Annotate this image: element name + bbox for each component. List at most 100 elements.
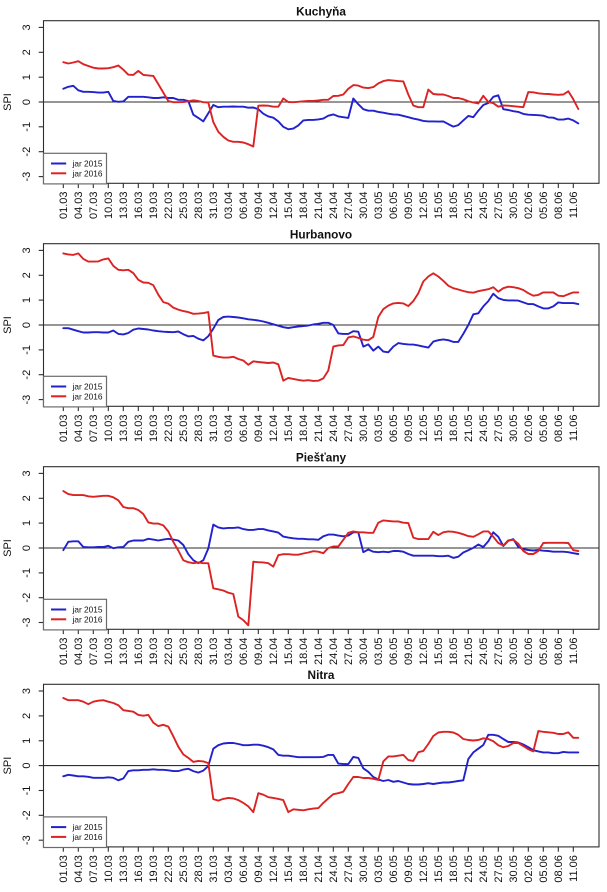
svg-text:09.04: 09.04 [253,855,265,883]
svg-text:-1: -1 [21,122,33,132]
svg-text:09.04: 09.04 [253,638,265,666]
svg-text:18.04: 18.04 [298,638,310,666]
svg-text:15.05: 15.05 [433,638,445,666]
svg-text:2: 2 [21,495,33,501]
svg-text:30.05: 30.05 [508,855,520,883]
svg-text:01.03: 01.03 [58,638,70,666]
svg-text:28.03: 28.03 [193,192,205,220]
svg-text:30.05: 30.05 [508,415,520,443]
svg-text:15.04: 15.04 [283,192,295,220]
svg-text:0: 0 [21,763,33,769]
svg-text:05.06: 05.06 [538,855,550,883]
svg-text:25.03: 25.03 [178,192,190,220]
svg-text:SPI: SPI [2,93,14,111]
svg-text:02.06: 02.06 [523,855,535,883]
svg-text:Kuchyňa: Kuchyňa [296,5,346,19]
svg-text:13.03: 13.03 [118,192,130,220]
svg-text:SPI: SPI [2,757,14,775]
svg-text:18.05: 18.05 [448,855,460,883]
svg-text:3: 3 [21,688,33,694]
svg-text:07.03: 07.03 [88,855,100,883]
svg-text:jar 2015: jar 2015 [72,382,103,392]
svg-text:16.03: 16.03 [133,638,145,666]
svg-text:15.04: 15.04 [283,638,295,666]
svg-text:27.05: 27.05 [493,415,505,443]
svg-text:15.04: 15.04 [283,415,295,443]
svg-text:15.05: 15.05 [433,192,445,220]
svg-text:25.03: 25.03 [178,855,190,883]
svg-text:02.06: 02.06 [523,638,535,666]
svg-text:01.03: 01.03 [58,855,70,883]
svg-text:2: 2 [21,713,33,719]
svg-text:-2: -2 [21,370,33,380]
svg-text:2: 2 [21,49,33,55]
svg-text:-3: -3 [21,835,33,845]
svg-text:jar 2015: jar 2015 [72,605,103,615]
svg-text:10.03: 10.03 [103,415,115,443]
svg-text:30.04: 30.04 [358,192,370,220]
svg-text:24.04: 24.04 [328,638,340,666]
svg-text:11.06: 11.06 [568,638,580,665]
svg-text:31.03: 31.03 [208,192,220,220]
svg-text:jar 2015: jar 2015 [72,159,103,169]
svg-text:08.06: 08.06 [553,638,565,666]
svg-text:19.03: 19.03 [148,415,160,443]
svg-text:19.03: 19.03 [148,855,160,883]
svg-text:3: 3 [21,24,33,30]
svg-text:jar 2015: jar 2015 [72,822,103,832]
svg-text:18.04: 18.04 [298,855,310,883]
svg-text:06.05: 06.05 [388,192,400,220]
svg-text:03.05: 03.05 [373,415,385,443]
svg-text:-1: -1 [21,345,33,355]
svg-text:05.06: 05.06 [538,192,550,220]
svg-text:03.04: 03.04 [223,415,235,443]
svg-text:07.03: 07.03 [88,192,100,220]
svg-text:12.04: 12.04 [268,638,280,666]
svg-text:25.03: 25.03 [178,638,190,666]
svg-text:0: 0 [21,545,33,551]
svg-text:27.05: 27.05 [493,638,505,666]
svg-text:09.05: 09.05 [403,415,415,443]
svg-text:07.03: 07.03 [88,415,100,443]
svg-text:13.03: 13.03 [118,415,130,443]
svg-text:11.06: 11.06 [568,855,580,882]
svg-text:1: 1 [21,520,33,526]
svg-text:18.05: 18.05 [448,192,460,220]
svg-text:12.05: 12.05 [418,855,430,883]
svg-text:08.06: 08.06 [553,192,565,220]
svg-text:24.05: 24.05 [478,415,490,443]
svg-text:03.04: 03.04 [223,638,235,666]
svg-text:1: 1 [21,297,33,303]
svg-text:Nitra: Nitra [308,668,335,682]
svg-text:21.05: 21.05 [463,855,475,883]
svg-text:jar 2016: jar 2016 [72,832,103,842]
svg-text:30.05: 30.05 [508,638,520,666]
svg-text:30.05: 30.05 [508,192,520,220]
svg-text:27.04: 27.04 [343,855,355,883]
svg-text:21.05: 21.05 [463,638,475,666]
svg-text:-2: -2 [21,593,33,603]
svg-text:06.05: 06.05 [388,855,400,883]
svg-text:05.06: 05.06 [538,415,550,443]
svg-text:-3: -3 [21,172,33,182]
svg-text:16.03: 16.03 [133,415,145,443]
svg-text:Hurbanovo: Hurbanovo [290,228,352,242]
svg-text:28.03: 28.03 [193,638,205,666]
svg-text:28.03: 28.03 [193,855,205,883]
svg-text:24.05: 24.05 [478,855,490,883]
svg-text:22.03: 22.03 [163,192,175,220]
svg-text:08.06: 08.06 [553,855,565,883]
svg-text:24.04: 24.04 [328,855,340,883]
svg-text:30.04: 30.04 [358,638,370,666]
svg-text:13.03: 13.03 [118,855,130,883]
svg-text:jar 2016: jar 2016 [72,391,103,401]
svg-text:21.04: 21.04 [313,415,325,443]
svg-text:09.05: 09.05 [403,855,415,883]
svg-text:3: 3 [21,470,33,476]
svg-text:10.03: 10.03 [103,855,115,883]
svg-text:10.03: 10.03 [103,192,115,220]
svg-text:27.05: 27.05 [493,192,505,220]
svg-text:1: 1 [21,74,33,80]
svg-text:0: 0 [21,322,33,328]
svg-text:12.05: 12.05 [418,415,430,443]
